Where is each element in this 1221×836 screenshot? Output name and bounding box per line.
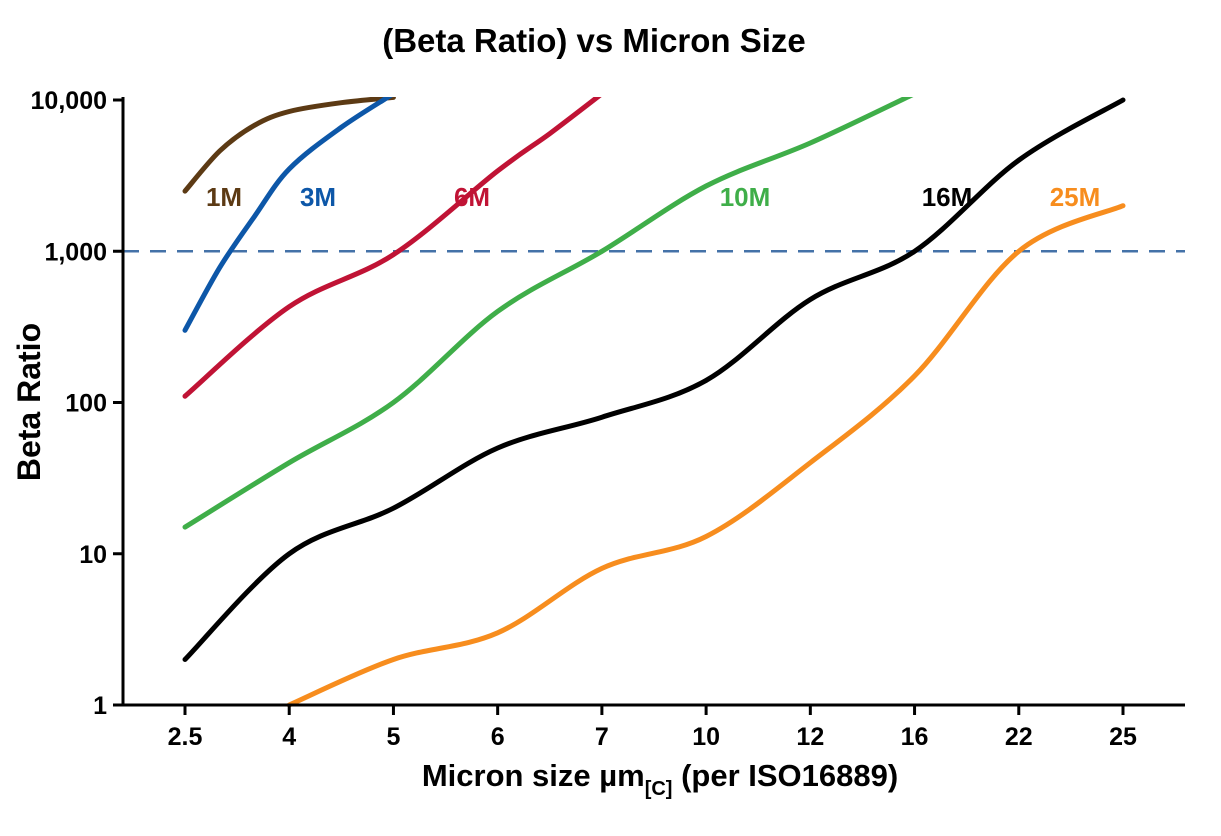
x-tick-label-2.5: 2.5	[168, 723, 203, 751]
series-line-10M	[182, 97, 914, 530]
series-layer	[182, 97, 1126, 708]
series-line-25M	[286, 203, 1126, 708]
x-tick-label-10: 10	[692, 723, 720, 751]
y-tick-label-1000: 1,000	[44, 238, 107, 266]
series-label-1M: 1M	[206, 182, 242, 212]
x-tick-label-16: 16	[901, 723, 929, 751]
ticks-layer: 1 10 100 1,000 10,000 2.5 4 5 6 7 10 12 16 22 25	[31, 87, 1137, 751]
series-labels-layer: 1M 3M 6M 10M 16M 25M	[206, 182, 1100, 212]
x-tick-label-4: 4	[282, 723, 296, 751]
y-tick-label-1: 1	[93, 692, 107, 720]
x-tick-label-6: 6	[491, 723, 505, 751]
series-label-16M: 16M	[922, 182, 973, 212]
x-tick-label-5: 5	[386, 723, 400, 751]
x-axis-title-subscript: [C]	[645, 778, 673, 800]
series-label-3M: 3M	[300, 182, 336, 212]
series-label-25M: 25M	[1050, 182, 1101, 212]
series-line-1M	[182, 97, 396, 194]
x-axis-title-rest: (per ISO16889)	[672, 758, 898, 793]
x-tick-label-22: 22	[1005, 723, 1033, 751]
chart-title: (Beta Ratio) vs Micron Size	[382, 22, 806, 59]
y-tick-label-10000: 10,000	[31, 87, 107, 115]
y-tick-label-100: 100	[65, 390, 107, 418]
series-label-10M: 10M	[720, 182, 771, 212]
series-label-6M: 6M	[454, 182, 490, 212]
x-axis-title: Micron size µm[C] (per ISO16889)	[422, 758, 898, 800]
series-line-3M	[182, 97, 393, 333]
y-axis-title: Beta Ratio	[11, 323, 47, 481]
x-tick-label-7: 7	[595, 723, 609, 751]
series-line-16M	[182, 97, 1126, 662]
x-tick-label-25: 25	[1109, 723, 1137, 751]
x-tick-label-12: 12	[796, 723, 824, 751]
x-axis-title-main: Micron size µm	[422, 758, 645, 793]
series-line-6M	[182, 97, 602, 399]
y-tick-label-10: 10	[79, 541, 107, 569]
